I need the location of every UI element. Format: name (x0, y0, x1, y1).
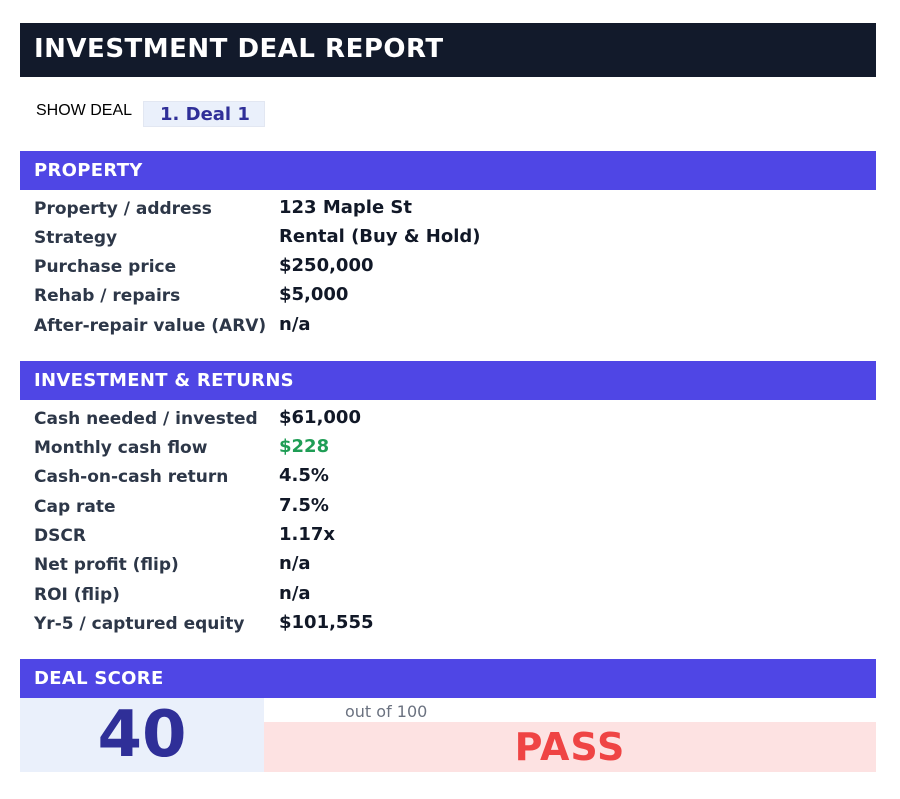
row-value: 123 Maple St (279, 197, 412, 218)
row-label: Rehab / repairs (34, 286, 181, 306)
returns-row-net-profit: Net profit (flip) n/a (0, 553, 900, 584)
row-value: Rental (Buy & Hold) (279, 226, 481, 247)
report-title-bar: INVESTMENT DEAL REPORT (20, 23, 876, 77)
property-row-strategy: Strategy Rental (Buy & Hold) (0, 226, 900, 257)
row-label: Monthly cash flow (34, 438, 208, 458)
returns-row-roi: ROI (flip) n/a (0, 583, 900, 614)
returns-row-monthly-cash-flow: Monthly cash flow $228 (0, 436, 900, 467)
section-header-returns: INVESTMENT & RETURNS (20, 361, 876, 400)
row-label: Cap rate (34, 497, 116, 517)
row-label: Yr-5 / captured equity (34, 614, 245, 634)
returns-row-cash-needed: Cash needed / invested $61,000 (0, 407, 900, 438)
row-value: $228 (279, 436, 330, 457)
deal-score-box: 40 (20, 698, 264, 772)
row-value: $250,000 (279, 255, 374, 276)
row-value: n/a (279, 553, 311, 574)
row-label: Purchase price (34, 257, 177, 277)
row-label: Strategy (34, 228, 118, 248)
verdict-text: PASS (514, 725, 626, 769)
section-header-score: DEAL SCORE (20, 659, 876, 698)
row-value: n/a (279, 583, 311, 604)
row-value: 4.5% (279, 465, 329, 486)
row-value: 1.17x (279, 524, 336, 545)
deal-select[interactable]: 1. Deal 1 (143, 101, 265, 127)
row-label: ROI (flip) (34, 585, 120, 605)
section-title-property: PROPERTY (34, 160, 143, 181)
returns-row-cap-rate: Cap rate 7.5% (0, 495, 900, 526)
returns-row-dscr: DSCR 1.17x (0, 524, 900, 555)
row-value: $101,555 (279, 612, 374, 633)
row-label: Cash-on-cash return (34, 467, 229, 487)
row-label: Property / address (34, 199, 212, 219)
row-label: DSCR (34, 526, 86, 546)
row-label: Net profit (flip) (34, 555, 179, 575)
section-title-returns: INVESTMENT & RETURNS (34, 370, 294, 391)
row-value: n/a (279, 314, 311, 335)
row-value: $61,000 (279, 407, 361, 428)
row-value: 7.5% (279, 495, 329, 516)
row-label: Cash needed / invested (34, 409, 258, 429)
verdict-box: PASS (264, 722, 876, 772)
deal-score-value: 40 (97, 698, 187, 772)
deal-select-value: 1. Deal 1 (160, 104, 250, 125)
section-header-property: PROPERTY (20, 151, 876, 190)
report-title: INVESTMENT DEAL REPORT (34, 34, 444, 64)
property-row-address: Property / address 123 Maple St (0, 197, 900, 228)
property-row-arv: After-repair value (ARV) n/a (0, 314, 900, 345)
show-deal-label: SHOW DEAL (36, 102, 133, 119)
returns-row-cash-on-cash: Cash-on-cash return 4.5% (0, 465, 900, 496)
returns-row-equity: Yr-5 / captured equity $101,555 (0, 612, 900, 643)
section-title-score: DEAL SCORE (34, 668, 164, 689)
row-label: After-repair value (ARV) (34, 316, 267, 336)
score-out-of: out of 100 (345, 702, 428, 721)
row-value: $5,000 (279, 284, 349, 305)
property-row-rehab: Rehab / repairs $5,000 (0, 284, 900, 315)
property-row-purchase-price: Purchase price $250,000 (0, 255, 900, 286)
